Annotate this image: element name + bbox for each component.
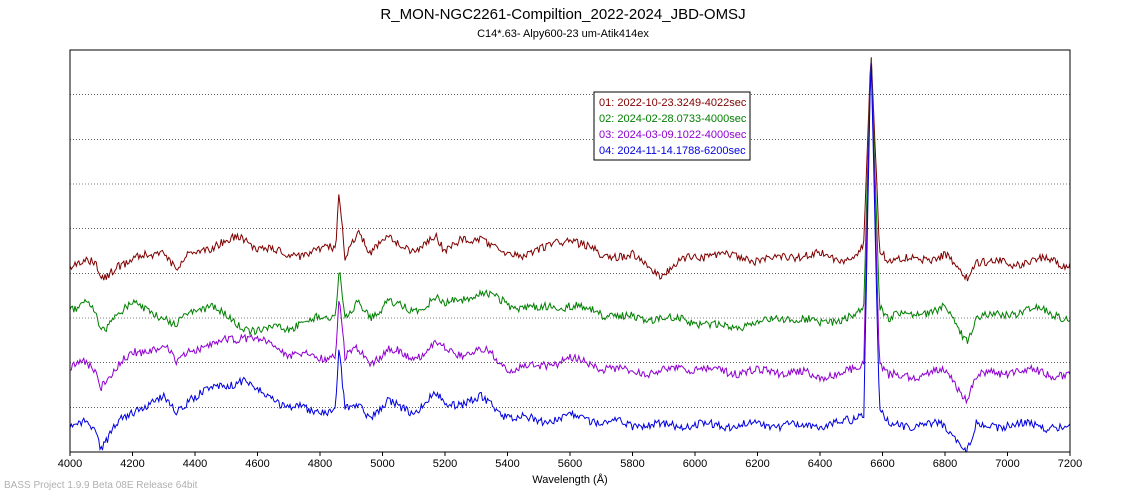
- series-group: [70, 57, 1070, 452]
- chart-subtitle: C14*.63- Alpy600-23 um-Atik414ex: [477, 28, 649, 40]
- series-line-4: [70, 63, 1070, 452]
- grid-lines: [70, 94, 1070, 408]
- series-line-1: [70, 57, 1070, 282]
- legend: 01: 2022-10-23.3249-4022sec 02: 2024-02-2…: [593, 91, 751, 161]
- x-tick-label: 4000: [58, 458, 82, 470]
- x-tick-label: 4800: [308, 458, 332, 470]
- plot-frame: [69, 49, 1071, 453]
- footer-text: BASS Project 1.9.9 Beta 08E Release 64bi…: [4, 480, 198, 491]
- x-tick-label: 4400: [183, 458, 207, 470]
- x-tick-label: 4600: [245, 458, 269, 470]
- x-tick-label: 5000: [370, 458, 394, 470]
- legend-entry-2: 02: 2024-02-28.0733-4000sec: [599, 113, 747, 125]
- x-tick-label: 6600: [870, 458, 894, 470]
- x-tick-label: 6400: [808, 458, 832, 470]
- x-tick-label: 5400: [495, 458, 519, 470]
- legend-entry-4: 04: 2024-11-14.1788-6200sec: [599, 145, 746, 157]
- x-axis-ticks: 4000 4200 4400 4600 4800 5000 5200 5400 5600 5800…: [58, 452, 1082, 470]
- x-tick-label: 6800: [933, 458, 957, 470]
- x-axis-label: Wavelength (Å): [532, 473, 607, 486]
- series-line-3: [70, 61, 1070, 405]
- x-tick-label: 5600: [558, 458, 582, 470]
- series-line-2: [70, 59, 1070, 344]
- x-tick-label: 6200: [745, 458, 769, 470]
- x-tick-label: 6000: [683, 458, 707, 470]
- x-tick-label: 5800: [620, 458, 644, 470]
- legend-entry-3: 03: 2024-03-09.1022-4000sec: [599, 129, 747, 141]
- x-tick-label: 7200: [1058, 458, 1082, 470]
- chart-title: R_MON-NGC2261-Compiltion_2022-2024_JBD-O…: [380, 6, 746, 23]
- x-tick-label: 5200: [433, 458, 457, 470]
- x-tick-label: 7000: [995, 458, 1019, 470]
- legend-entry-1: 01: 2022-10-23.3249-4022sec: [599, 97, 747, 109]
- legend-box: [593, 91, 751, 161]
- x-tick-label: 4200: [120, 458, 144, 470]
